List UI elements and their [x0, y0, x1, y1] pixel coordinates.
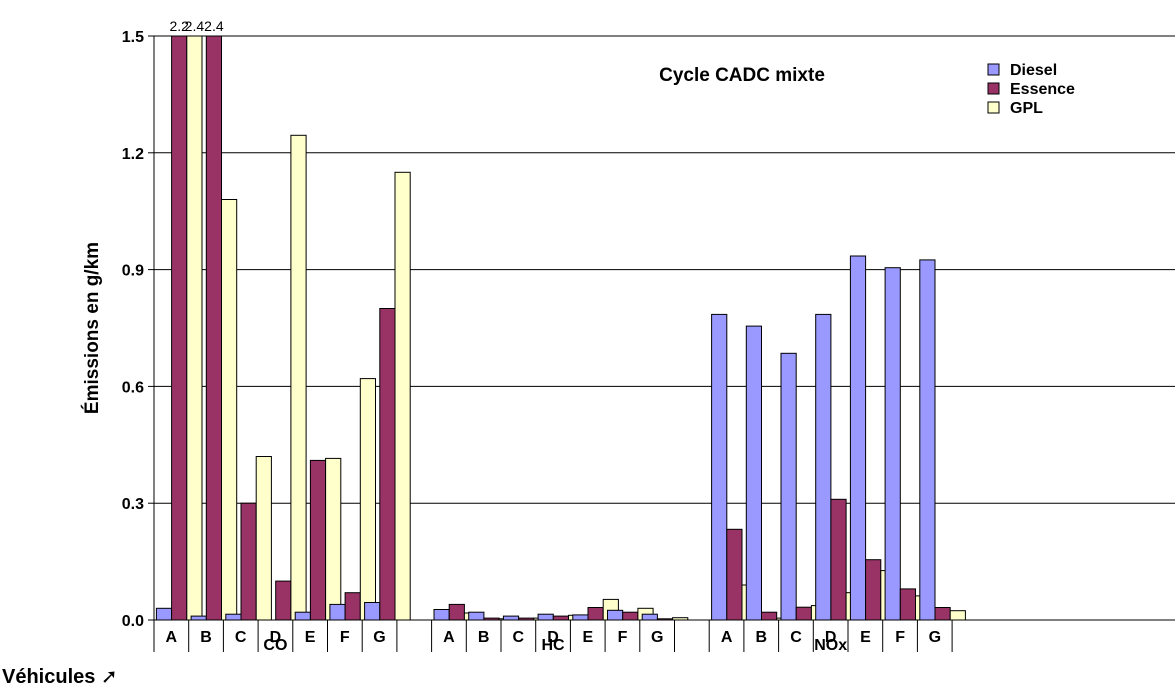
bar-co-a-essence	[171, 35, 188, 621]
bar-nox-c-diesel	[780, 352, 797, 621]
bar-hc-a-diesel	[433, 609, 450, 621]
bar-hc-a-essence	[448, 603, 465, 621]
bar-co-b-diesel	[190, 615, 207, 621]
x-tick-label: E	[305, 629, 316, 646]
x-tick-label: D	[547, 629, 559, 646]
bar-hc-d-diesel	[537, 613, 554, 621]
y-tick-label: 0.6	[122, 379, 144, 396]
y-tick-label: 0.9	[122, 263, 144, 280]
x-tick-label: B	[200, 629, 212, 646]
x-axis-label: Véhicules ➚	[2, 666, 118, 688]
legend-swatch-essence	[987, 82, 1000, 95]
bar-nox-e-essence	[865, 559, 882, 621]
x-tick-label: A	[443, 629, 455, 646]
x-tick-label: C	[235, 629, 247, 646]
bar-hc-d-essence	[552, 615, 569, 621]
overflow-value-label: 2.2	[169, 18, 189, 34]
y-tick-label: 1.2	[122, 146, 144, 163]
bars	[155, 35, 966, 621]
x-tick-label: F	[618, 629, 628, 646]
bar-hc-g-diesel	[641, 613, 658, 621]
bar-co-g-gpl	[394, 171, 411, 621]
group-label-co: CO	[263, 637, 287, 654]
bar-nox-b-diesel	[745, 325, 762, 621]
y-tick-label: 1.5	[122, 29, 144, 46]
bar-co-e-gpl	[325, 457, 342, 621]
legend-swatch-gpl	[987, 101, 1000, 114]
axes	[148, 35, 1175, 652]
x-tick-label: G	[929, 629, 941, 646]
legend-swatch-diesel	[987, 63, 1000, 76]
bar-nox-g-gpl	[949, 610, 966, 621]
legend-label-essence: Essence	[1010, 81, 1075, 98]
x-tick-label: C	[513, 629, 525, 646]
legend: Diesel Essence GPL	[987, 62, 1075, 117]
bar-hc-f-diesel	[607, 609, 624, 621]
x-tick-label: A	[721, 629, 733, 646]
bar-nox-e-diesel	[849, 255, 867, 621]
bar-nox-c-essence	[795, 606, 812, 621]
bar-co-c-diesel	[225, 613, 242, 621]
group-label-hc: HC	[541, 637, 565, 654]
bar-hc-e-essence	[587, 607, 604, 621]
bar-co-a-diesel	[155, 607, 173, 621]
bar-co-d-essence	[275, 580, 292, 621]
labels: 0.00.30.60.91.21.52.22.4A2.4B C D E F GCO A B C D…	[122, 18, 941, 654]
y-tick-label: 0.3	[122, 496, 144, 513]
legend-label-diesel: Diesel	[1010, 62, 1057, 79]
x-tick-label: B	[756, 629, 768, 646]
x-tick-label: E	[860, 629, 871, 646]
bar-nox-a-diesel	[711, 313, 728, 621]
x-tick-label: C	[790, 629, 802, 646]
x-tick-label: F	[340, 629, 350, 646]
bar-co-b-gpl	[221, 199, 238, 621]
bar-hc-c-diesel	[502, 615, 520, 621]
y-axis-label: Émissions en g/km	[81, 242, 103, 414]
bar-hc-b-diesel	[468, 611, 485, 621]
bar-nox-d-essence	[830, 498, 847, 621]
bar-co-f-gpl	[359, 378, 376, 621]
x-tick-label: B	[478, 629, 490, 646]
bar-nox-g-diesel	[919, 259, 936, 621]
bar-nox-d-diesel	[815, 313, 832, 621]
overflow-value-label: 2.4	[204, 18, 224, 34]
bar-nox-a-essence	[726, 528, 743, 621]
bar-co-g-diesel	[364, 602, 381, 621]
bar-co-e-essence	[309, 459, 327, 621]
gridlines	[154, 35, 1175, 504]
bar-co-c-essence	[240, 502, 257, 621]
bar-co-e-diesel	[294, 611, 311, 621]
bar-co-g-essence	[379, 308, 396, 621]
bar-hc-f-essence	[622, 611, 639, 621]
bar-co-b-essence	[205, 35, 223, 621]
x-tick-label: D	[270, 629, 282, 646]
bar-nox-b-essence	[761, 611, 778, 621]
bar-nox-g-essence	[934, 607, 951, 621]
bar-nox-f-essence	[899, 588, 916, 621]
bar-co-d-gpl	[290, 134, 307, 621]
chart-title: Cycle CADC mixte	[659, 65, 825, 86]
x-tick-label: F	[895, 629, 905, 646]
bar-co-f-essence	[344, 592, 361, 621]
bar-hc-e-diesel	[572, 614, 589, 621]
x-tick-label: E	[582, 629, 593, 646]
x-tick-label: G	[651, 629, 663, 646]
overflow-value-label: 2.4	[185, 18, 205, 34]
group-label-nox: NOx	[814, 637, 847, 654]
x-tick-label: D	[825, 629, 837, 646]
legend-label-gpl: GPL	[1010, 100, 1043, 117]
bar-co-a-gpl	[186, 35, 203, 621]
bar-co-f-diesel	[329, 603, 346, 621]
bar-co-c-gpl	[255, 456, 272, 621]
x-tick-label: A	[166, 629, 178, 646]
y-tick-label: 0.0	[122, 613, 144, 630]
x-tick-label: G	[373, 629, 385, 646]
bar-nox-f-diesel	[884, 267, 901, 621]
